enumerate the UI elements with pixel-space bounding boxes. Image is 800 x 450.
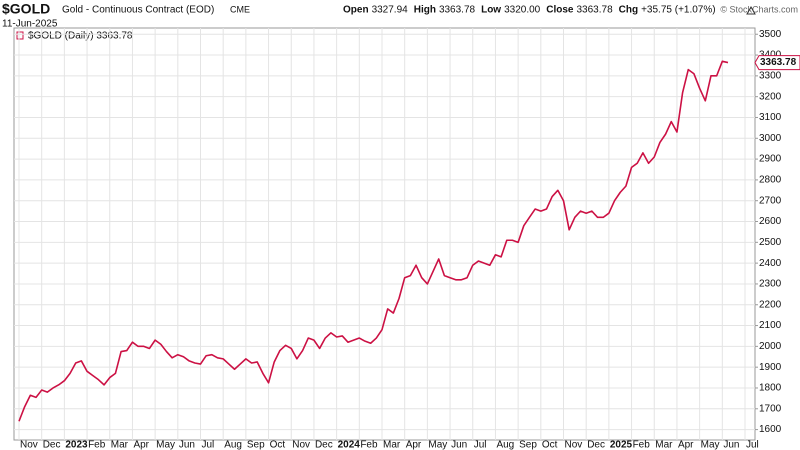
x-tick-label: Oct bbox=[270, 440, 286, 450]
x-tick-label: Apr bbox=[133, 440, 149, 450]
x-tick-label: Mar bbox=[111, 440, 129, 450]
x-tick-label: 2025 bbox=[610, 440, 633, 450]
x-tick-label: Jun bbox=[179, 440, 195, 450]
y-tick-label: 2700 bbox=[759, 195, 782, 206]
x-tick-label: May bbox=[428, 440, 447, 450]
y-tick-label: 2400 bbox=[759, 258, 782, 269]
x-tick-label: Feb bbox=[88, 440, 106, 450]
x-tick-label: Feb bbox=[633, 440, 651, 450]
quote-value: 3363.78 bbox=[576, 5, 613, 16]
x-tick-label: Jun bbox=[451, 440, 467, 450]
x-tick-label: Nov bbox=[292, 440, 310, 450]
quote-value: 3327.94 bbox=[372, 5, 409, 16]
x-tick-label: Dec bbox=[315, 440, 333, 450]
x-tick-label: Jul bbox=[474, 440, 487, 450]
x-tick-label: 2024 bbox=[338, 440, 361, 450]
x-tick-label: Aug bbox=[224, 440, 242, 450]
plot-frame bbox=[13, 27, 756, 441]
x-tick-label: May bbox=[701, 440, 720, 450]
x-tick-label: Apr bbox=[678, 440, 694, 450]
x-tick-label: Aug bbox=[496, 440, 514, 450]
y-tick-label: 2500 bbox=[759, 237, 782, 248]
x-tick-label: Feb bbox=[360, 440, 378, 450]
x-tick-label: Nov bbox=[565, 440, 583, 450]
quote-value: +35.75 (+1.07%) bbox=[641, 5, 716, 16]
x-tick-label: Apr bbox=[406, 440, 422, 450]
price-line bbox=[18, 60, 729, 422]
x-tick-label: Jul bbox=[746, 440, 759, 450]
y-tick-label: 1800 bbox=[759, 383, 782, 394]
up-arrow bbox=[746, 5, 756, 15]
y-tick-label: 1600 bbox=[759, 424, 782, 435]
y-tick-label: 2100 bbox=[759, 320, 782, 331]
x-tick-label: Jul bbox=[202, 440, 215, 450]
x-tick-label: Mar bbox=[383, 440, 401, 450]
y-tick-label: 3500 bbox=[759, 29, 782, 40]
x-tick-label: Sep bbox=[247, 440, 265, 450]
quote-label: Close bbox=[546, 5, 574, 16]
y-tick-label: 2900 bbox=[759, 154, 782, 165]
quote-label: High bbox=[414, 5, 436, 16]
y-tick-label: 3100 bbox=[759, 112, 782, 123]
quote: Open 3327.94 High 3363.78 Low 3320.00 Close 336… bbox=[343, 5, 716, 16]
legend-label: $GOLD (Daily) 3363.78 bbox=[28, 31, 133, 42]
y-tick-label: 1700 bbox=[759, 403, 782, 414]
y-tick-label: 3200 bbox=[759, 91, 782, 102]
x-tick-label: 2023 bbox=[65, 440, 88, 450]
quote-label: Open bbox=[343, 5, 369, 16]
exchange: CME bbox=[230, 4, 250, 14]
copyright: © StockCharts.com bbox=[720, 4, 798, 14]
y-tick-label: 3000 bbox=[759, 133, 782, 144]
last-price-label: 3363.78 bbox=[760, 57, 797, 68]
x-tick-label: Sep bbox=[519, 440, 537, 450]
x-tick-label: Oct bbox=[542, 440, 558, 450]
x-tick-label: May bbox=[156, 440, 175, 450]
x-tick-label: Dec bbox=[43, 440, 61, 450]
last-price-tag bbox=[754, 55, 800, 71]
date: 11-Jun-2025 bbox=[2, 19, 58, 30]
symbol: $GOLD bbox=[2, 1, 50, 17]
quote-label: Low bbox=[481, 5, 501, 16]
quote-label: Chg bbox=[619, 5, 638, 16]
y-tick-label: 2800 bbox=[759, 175, 782, 186]
y-tick-label: 3300 bbox=[759, 70, 782, 81]
x-tick-label: Mar bbox=[655, 440, 673, 450]
quote-value: 3363.78 bbox=[439, 5, 476, 16]
x-tick-label: Dec bbox=[587, 440, 605, 450]
y-tick-label: 2000 bbox=[759, 341, 782, 352]
y-tick-label: 1900 bbox=[759, 362, 782, 373]
x-tick-label: Nov bbox=[20, 440, 38, 450]
x-tick-label: Jun bbox=[723, 440, 739, 450]
y-tick-label: 2200 bbox=[759, 299, 782, 310]
y-tick-label: 2600 bbox=[759, 216, 782, 227]
instrument-name: Gold - Continuous Contract (EOD) bbox=[62, 5, 214, 16]
legend-swatch bbox=[16, 31, 24, 40]
y-tick-label: 2300 bbox=[759, 279, 782, 290]
quote-value: 3320.00 bbox=[504, 5, 541, 16]
